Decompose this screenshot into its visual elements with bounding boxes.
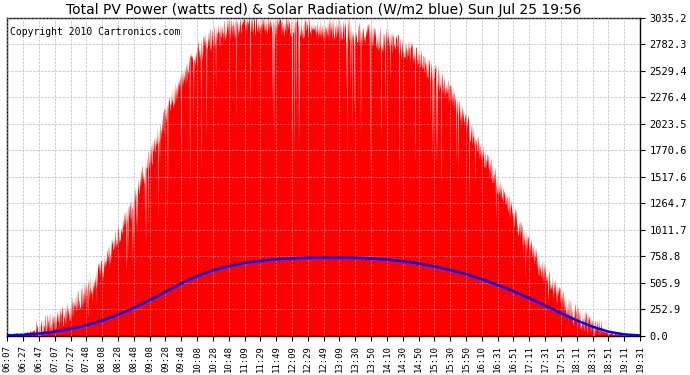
- Text: Copyright 2010 Cartronics.com: Copyright 2010 Cartronics.com: [10, 27, 181, 38]
- Title: Total PV Power (watts red) & Solar Radiation (W/m2 blue) Sun Jul 25 19:56: Total PV Power (watts red) & Solar Radia…: [66, 3, 582, 17]
